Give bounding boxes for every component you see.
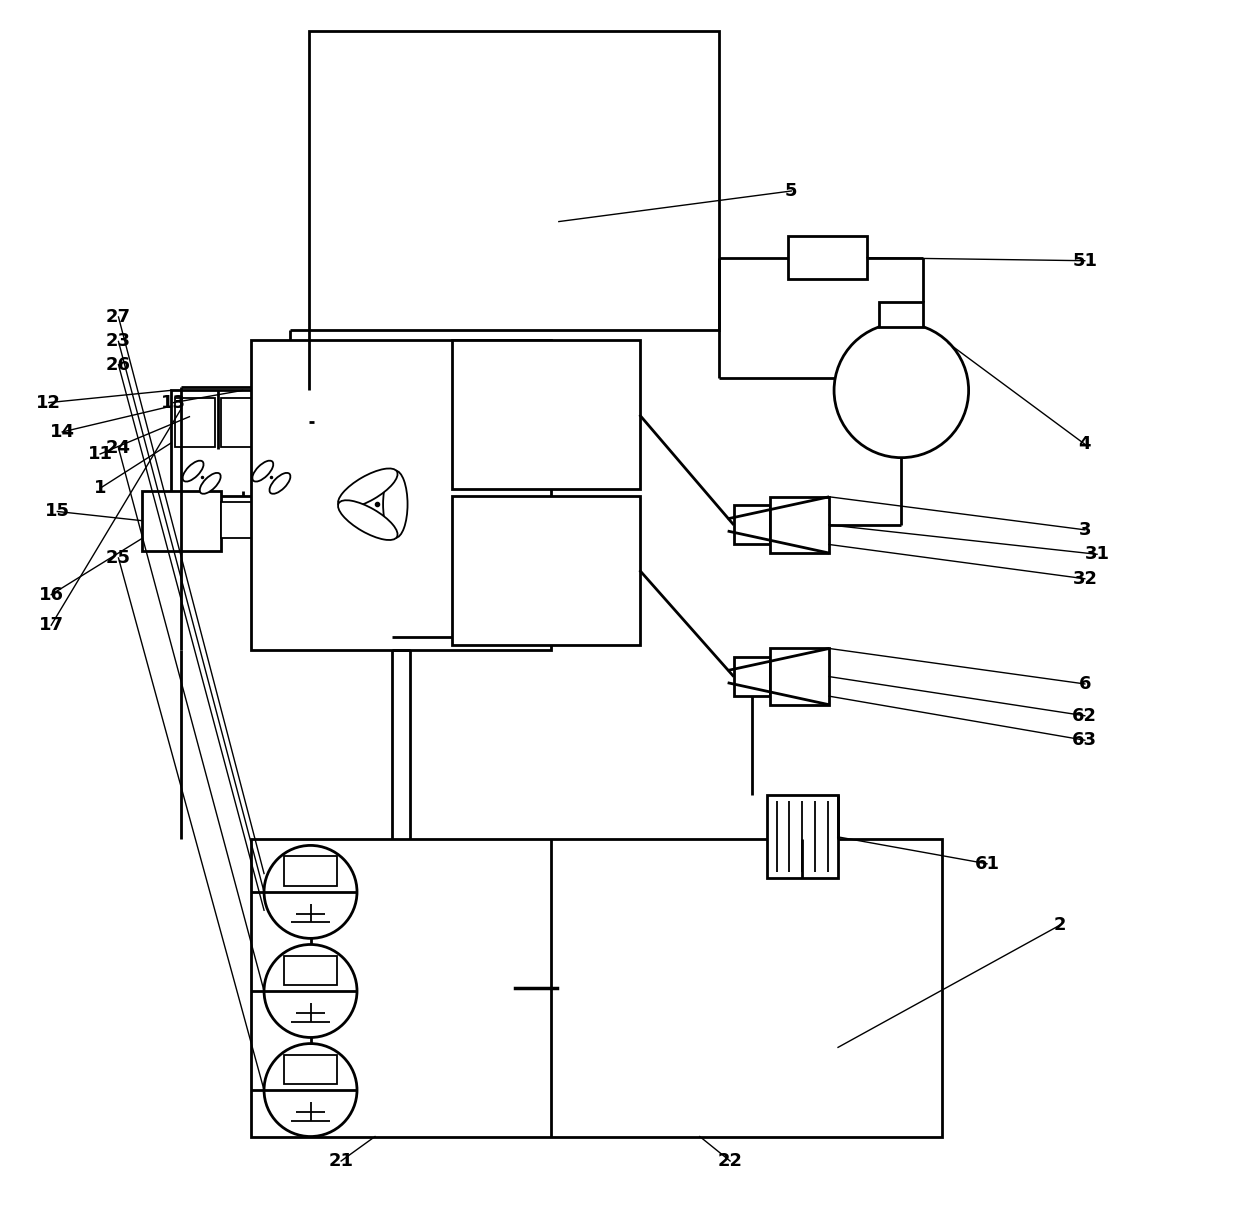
Ellipse shape — [339, 468, 398, 509]
Text: 62: 62 — [1073, 706, 1097, 725]
Ellipse shape — [253, 461, 273, 482]
Circle shape — [264, 846, 357, 938]
Text: 17: 17 — [38, 617, 63, 634]
Bar — [284, 1054, 337, 1084]
Text: 25: 25 — [105, 549, 131, 566]
Bar — [770, 649, 830, 705]
Bar — [879, 303, 924, 327]
Bar — [141, 490, 221, 550]
Text: 4: 4 — [1079, 435, 1091, 454]
Text: 51: 51 — [1073, 251, 1097, 270]
Text: 32: 32 — [1073, 570, 1097, 587]
Bar — [309, 31, 719, 331]
Ellipse shape — [339, 500, 398, 539]
Bar — [770, 497, 830, 553]
Text: 24: 24 — [105, 439, 131, 457]
Text: 26: 26 — [105, 356, 131, 374]
Text: 16: 16 — [38, 586, 63, 603]
Bar — [250, 341, 552, 650]
Bar — [250, 840, 941, 1137]
Bar — [175, 397, 215, 446]
Circle shape — [264, 1043, 357, 1137]
Bar — [171, 390, 314, 495]
Bar — [268, 397, 308, 446]
Circle shape — [264, 944, 357, 1037]
Bar — [221, 501, 252, 538]
Text: 2: 2 — [1054, 916, 1066, 934]
Text: 6: 6 — [1079, 676, 1091, 693]
Bar — [766, 796, 838, 879]
Ellipse shape — [383, 471, 408, 538]
Ellipse shape — [182, 461, 203, 482]
Text: 5: 5 — [785, 181, 797, 200]
Text: 61: 61 — [975, 855, 999, 873]
Bar — [284, 955, 337, 984]
Bar — [284, 857, 337, 885]
Bar — [787, 237, 867, 280]
Text: 14: 14 — [50, 423, 74, 441]
Text: 63: 63 — [1073, 731, 1097, 749]
Bar — [734, 505, 770, 544]
Text: 3: 3 — [1079, 521, 1091, 538]
Text: 23: 23 — [105, 332, 131, 351]
Text: 12: 12 — [36, 394, 61, 412]
Bar — [453, 495, 640, 645]
Ellipse shape — [200, 473, 221, 494]
Bar — [221, 397, 262, 446]
Text: 11: 11 — [88, 445, 113, 463]
Text: 27: 27 — [105, 308, 131, 326]
Text: 15: 15 — [45, 503, 69, 521]
Text: 1: 1 — [94, 479, 107, 498]
Text: 31: 31 — [1085, 546, 1110, 563]
Text: 21: 21 — [329, 1152, 353, 1170]
Text: 22: 22 — [718, 1152, 743, 1170]
Circle shape — [835, 324, 968, 457]
Ellipse shape — [269, 473, 290, 494]
Text: 13: 13 — [161, 394, 186, 412]
Bar — [453, 341, 640, 489]
Bar — [734, 657, 770, 696]
